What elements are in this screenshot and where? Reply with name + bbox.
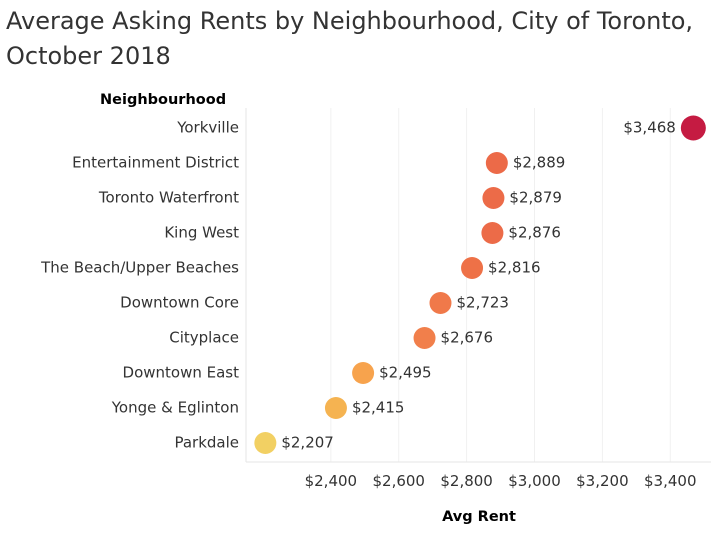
category-label: Entertainment District bbox=[72, 154, 239, 172]
data-point[interactable] bbox=[680, 115, 706, 141]
data-label: $2,816 bbox=[488, 259, 541, 277]
data-label: $2,415 bbox=[352, 399, 405, 417]
x-tick-label: $3,400 bbox=[644, 472, 697, 490]
data-point[interactable] bbox=[324, 397, 347, 419]
x-axis-title: Avg Rent bbox=[442, 509, 516, 525]
category-label: Yonge & Eglinton bbox=[111, 399, 239, 417]
gridlines bbox=[330, 108, 671, 462]
data-label: $2,207 bbox=[281, 434, 334, 452]
y-axis-title: Neighbourhood bbox=[100, 92, 226, 108]
category-label: The Beach/Upper Beaches bbox=[40, 259, 239, 277]
data-label: $2,876 bbox=[508, 224, 560, 242]
data-label: $2,676 bbox=[441, 329, 494, 347]
chart-rows: Yorkville $3,468 Entertainment District $2,… bbox=[40, 115, 706, 454]
data-label: $2,879 bbox=[509, 189, 562, 207]
data-label: $2,495 bbox=[379, 364, 432, 382]
x-tick-label: $3,000 bbox=[508, 472, 561, 490]
data-point[interactable] bbox=[485, 152, 508, 174]
data-point[interactable] bbox=[352, 362, 375, 384]
data-point[interactable] bbox=[481, 222, 504, 244]
data-label: $2,889 bbox=[513, 154, 566, 172]
category-label: Toronto Waterfront bbox=[98, 189, 239, 207]
x-tick-label: $3,200 bbox=[576, 472, 629, 490]
data-label: $2,723 bbox=[456, 294, 509, 312]
x-axis-ticks: $2,400 $2,600 $2,800 $3,000 $3,200 $3,400 bbox=[305, 472, 697, 490]
category-label: Parkdale bbox=[174, 434, 239, 452]
data-point[interactable] bbox=[461, 257, 484, 279]
x-tick-label: $2,600 bbox=[372, 472, 425, 490]
x-tick-label: $2,800 bbox=[440, 472, 493, 490]
category-label: Downtown Core bbox=[120, 294, 239, 312]
category-label: King West bbox=[164, 224, 239, 242]
category-label: Downtown East bbox=[123, 364, 240, 382]
data-point[interactable] bbox=[429, 292, 452, 314]
category-label: Yorkville bbox=[176, 119, 239, 137]
data-point[interactable] bbox=[482, 187, 505, 209]
category-label: Cityplace bbox=[169, 329, 239, 347]
data-point[interactable] bbox=[254, 432, 277, 454]
chart-title: Average Asking Rents by Neighbourhood, C… bbox=[6, 7, 694, 70]
data-label: $3,468 bbox=[623, 119, 676, 137]
data-point[interactable] bbox=[413, 327, 436, 349]
x-tick-label: $2,400 bbox=[305, 472, 358, 490]
